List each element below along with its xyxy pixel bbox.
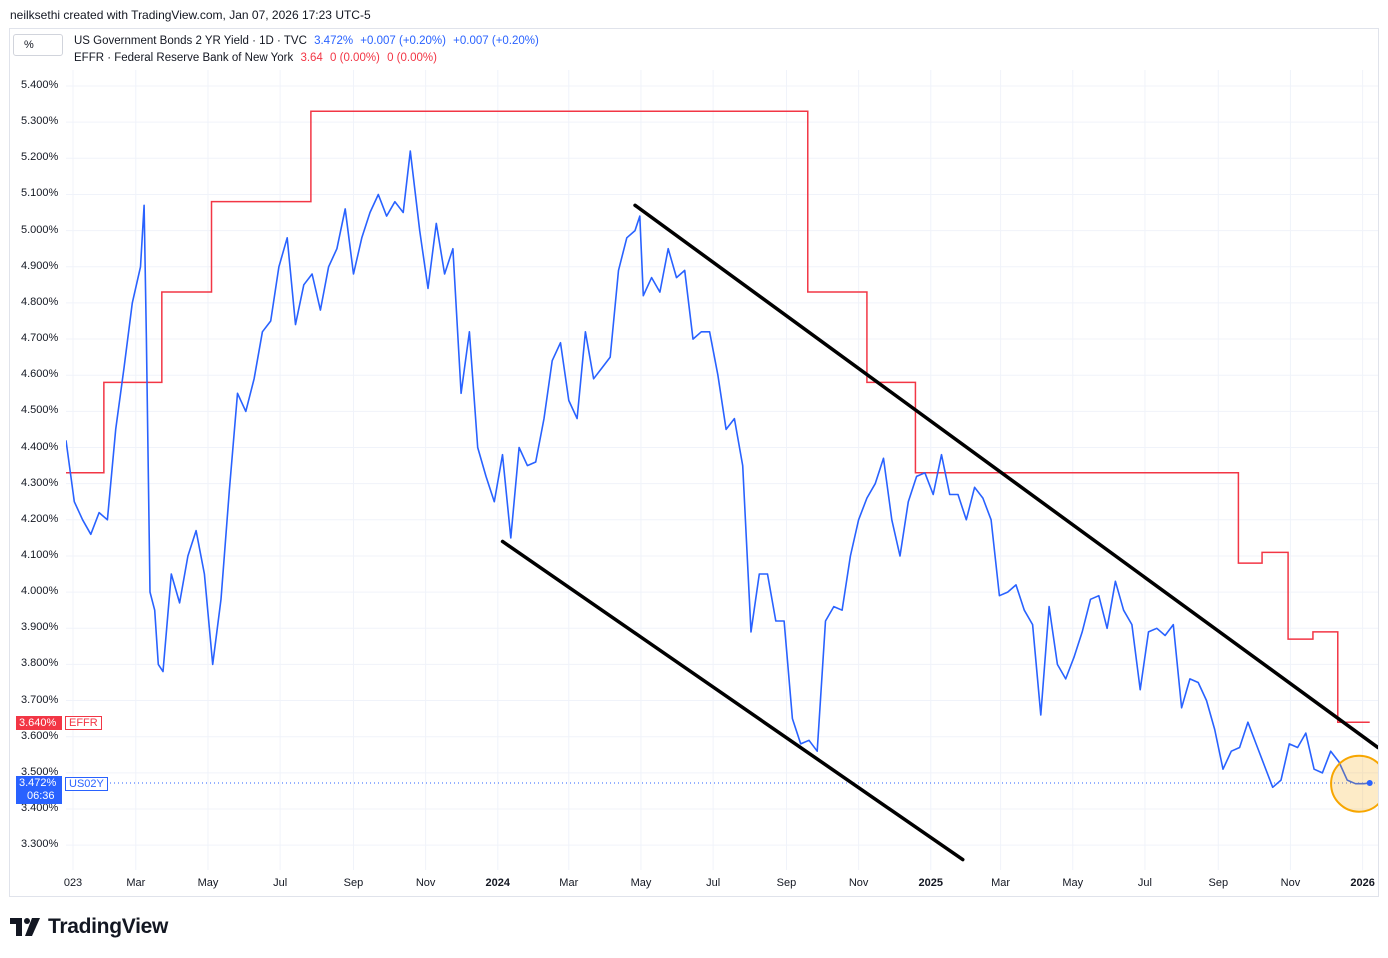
- lower-trendline: [500, 539, 965, 862]
- x-tick-label: Mar: [126, 877, 146, 889]
- us02y-series-tag: US02Y: [65, 777, 108, 791]
- us02y-price-value: 3.472%: [19, 777, 57, 789]
- effr-price-tag: 3.640%: [16, 716, 62, 730]
- y-tick-label: 4.900%: [21, 259, 59, 272]
- y-tick-label: 3.600%: [21, 729, 59, 742]
- chart-frame: [9, 28, 1379, 897]
- x-tick-label: Sep: [776, 877, 797, 889]
- x-tick-label: 2024: [485, 877, 511, 889]
- effr-series-tag: EFFR: [65, 716, 102, 730]
- x-tick-label: 2026: [1350, 877, 1375, 889]
- y-tick-label: 4.300%: [21, 476, 59, 489]
- x-tick-label: Nov: [415, 877, 436, 889]
- legend-us02y-title: US Government Bonds 2 YR Yield · 1D · TV…: [74, 35, 307, 47]
- us02y-price-tag: 3.472% 06:36: [16, 776, 62, 804]
- y-tick-label: 3.400%: [21, 802, 59, 814]
- y-tick-label: 5.400%: [21, 79, 59, 91]
- y-tick-label: 5.100%: [21, 187, 59, 200]
- legend-effr-change: 0 (0.00%): [330, 52, 380, 64]
- legend-effr-title: EFFR · Federal Reserve Bank of New York: [74, 52, 294, 64]
- last-value-dot: [1366, 779, 1373, 786]
- x-tick-label: May: [630, 877, 652, 889]
- y-tick-label: 5.000%: [21, 223, 59, 236]
- y-tick-label: 5.300%: [21, 115, 59, 128]
- effr-series-line: [66, 110, 1370, 723]
- y-tick-label: 3.900%: [21, 621, 59, 634]
- x-tick-label: 2025: [918, 877, 944, 889]
- y-tick-label: 4.000%: [21, 585, 59, 598]
- x-tick-label: Nov: [848, 877, 869, 889]
- y-tick-label: 4.500%: [21, 404, 59, 417]
- legend-us02y-last: 3.472%: [314, 35, 354, 47]
- x-tick-label: May: [197, 877, 219, 889]
- x-tick-label: Jul: [706, 877, 721, 889]
- y-tick-label: 3.500%: [21, 765, 59, 778]
- legend-us02y-change: +0.007 (+0.20%): [360, 35, 446, 47]
- y-tick-label: 4.700%: [21, 332, 59, 345]
- x-tick-label: Nov: [1280, 877, 1301, 889]
- y-tick-label: 4.800%: [21, 295, 59, 308]
- tradingview-logo[interactable]: TradingView: [10, 915, 168, 939]
- y-tick-label: 5.200%: [21, 151, 59, 164]
- legend-us02y-change-2: +0.007 (+0.20%): [453, 35, 539, 47]
- y-tick-label: 3.800%: [21, 657, 59, 670]
- legend-us02y[interactable]: US Government Bonds 2 YR Yield · 1D · TV…: [74, 35, 543, 47]
- y-tick-label: 4.200%: [21, 512, 59, 525]
- us02y-series-line: [66, 150, 1370, 789]
- highlight-circle: [1330, 754, 1378, 813]
- x-tick-label: Jul: [273, 877, 288, 889]
- upper-trendline: [633, 203, 1378, 750]
- legend-effr-last: 3.64: [300, 52, 323, 64]
- y-tick-label: 4.400%: [21, 440, 59, 453]
- x-tick-label: Jul: [1137, 877, 1152, 889]
- legend-effr-change-2: 0 (0.00%): [387, 52, 437, 64]
- x-tick-label: 023: [63, 877, 83, 889]
- x-tick-label: Mar: [559, 877, 579, 889]
- us02y-countdown: 06:36: [27, 790, 55, 802]
- chart-credit: neilksethi created with TradingView.com,…: [10, 8, 371, 22]
- x-tick-label: Mar: [991, 877, 1011, 889]
- x-tick-label: Sep: [1208, 877, 1229, 889]
- tradingview-logo-icon: [10, 916, 42, 938]
- x-tick-label: Sep: [343, 877, 364, 889]
- legend-effr[interactable]: EFFR · Federal Reserve Bank of New York …: [74, 52, 441, 64]
- tradingview-logo-text: TradingView: [48, 915, 169, 938]
- x-tick-label: May: [1062, 877, 1084, 889]
- y-tick-label: 3.300%: [21, 838, 59, 851]
- scale-toggle-button[interactable]: %: [13, 34, 63, 56]
- y-tick-label: 4.600%: [21, 368, 59, 381]
- y-tick-label: 3.700%: [21, 693, 59, 706]
- y-tick-label: 4.100%: [21, 548, 59, 561]
